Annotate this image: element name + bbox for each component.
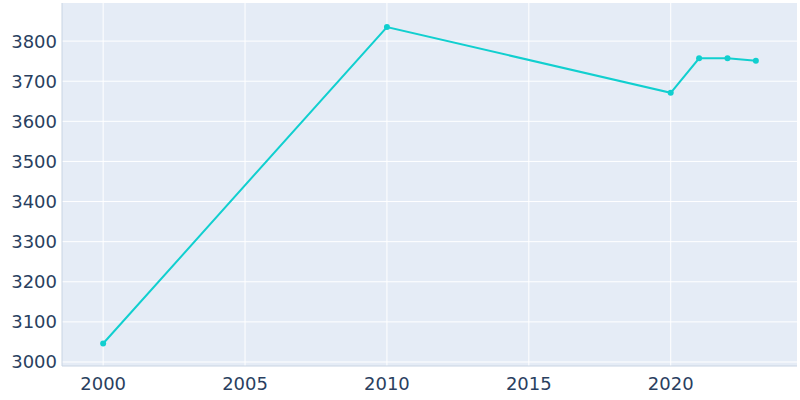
x-grid-line [103, 3, 104, 366]
x-tick-label: 2015 [506, 373, 552, 394]
y-grid-line [62, 41, 797, 42]
y-grid-line [62, 161, 797, 162]
y-grid-line [62, 201, 797, 202]
y-axis-line [62, 3, 63, 366]
y-grid-line [62, 321, 797, 322]
x-axis-line [62, 366, 797, 367]
y-tick-label: 3500 [11, 151, 57, 172]
chart-svg: 3000 3100 3200 3300 3400 3500 3600 3700 3800 2000… [0, 0, 800, 400]
x-tick-label: 2020 [648, 373, 694, 394]
y-tick-label: 3300 [11, 231, 57, 252]
x-grid-line [670, 3, 671, 366]
y-tick-label: 3700 [11, 71, 57, 92]
chart-container: 3000 3100 3200 3300 3400 3500 3600 3700 3800 2000… [0, 0, 800, 400]
y-tick-label: 3600 [11, 111, 57, 132]
y-grid-line [62, 81, 797, 82]
y-tick-label: 3800 [11, 31, 57, 52]
data-group [100, 24, 759, 346]
y-grid-line [62, 121, 797, 122]
data-point [696, 55, 702, 61]
y-grid-line [62, 281, 797, 282]
y-grid-line [62, 361, 797, 362]
x-grid-line [528, 3, 529, 366]
series-line [103, 27, 756, 343]
data-point [753, 58, 759, 64]
y-tick-label: 3200 [11, 271, 57, 292]
y-tick-label: 3000 [11, 351, 57, 372]
data-point [384, 24, 390, 30]
x-tick-label: 2005 [222, 373, 268, 394]
plot-background [62, 3, 797, 366]
data-point [724, 55, 730, 61]
x-tick-label: 2010 [364, 373, 410, 394]
data-point [100, 341, 106, 347]
data-point [668, 90, 674, 96]
y-tick-label: 3100 [11, 311, 57, 332]
x-tick-label: 2000 [80, 373, 126, 394]
y-tick-label: 3400 [11, 191, 57, 212]
y-grid-line [62, 241, 797, 242]
x-grid-line [386, 3, 387, 366]
